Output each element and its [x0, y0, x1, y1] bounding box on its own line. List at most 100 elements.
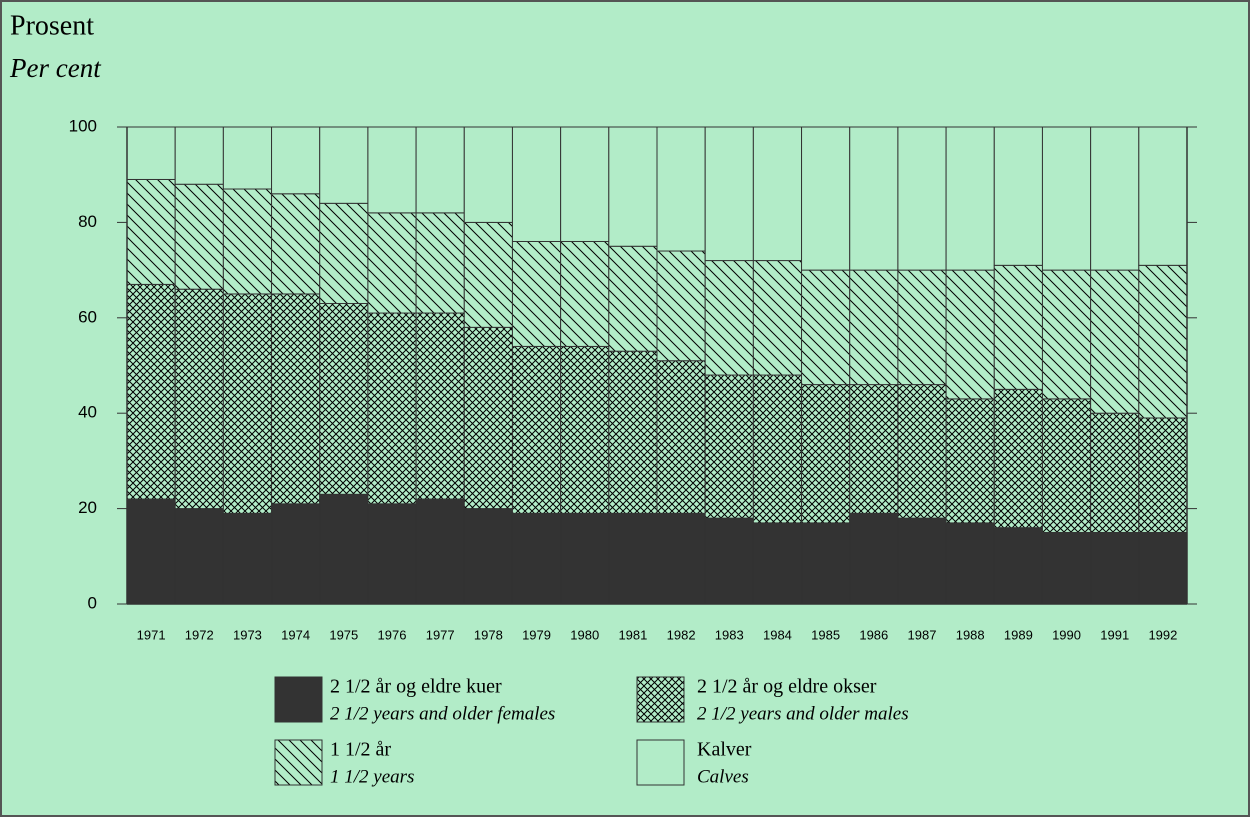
- x-tick-label: 1986: [859, 627, 888, 642]
- legend-label: Kalver: [697, 739, 752, 761]
- x-tick-label: 1982: [667, 627, 696, 642]
- bar-segment: [560, 512, 610, 605]
- bar-segment: [993, 527, 1043, 605]
- legend-label: 2 1/2 år og eldre okser: [697, 676, 877, 698]
- bar-segment: [367, 212, 417, 314]
- x-tick-label: 1972: [185, 627, 214, 642]
- bar-segment: [801, 522, 851, 605]
- bar-segment: [174, 183, 224, 290]
- bar-segment: [608, 350, 658, 514]
- legend-swatch: [274, 676, 323, 723]
- bar-segment: [608, 245, 658, 352]
- bar-segment: [463, 126, 513, 223]
- legend-label-en: Calves: [697, 766, 749, 787]
- bar-segment: [656, 126, 706, 252]
- bar-segment: [126, 126, 176, 180]
- bar-segment: [752, 260, 803, 376]
- bar-segment: [993, 388, 1043, 529]
- bar-segment: [271, 126, 321, 195]
- x-tick-label: 1991: [1100, 627, 1129, 642]
- bar-segment: [1041, 531, 1092, 605]
- bar-segment: [511, 126, 562, 242]
- bar-segment: [656, 360, 706, 514]
- x-tick-label: 1974: [281, 627, 310, 642]
- bar-segment: [1090, 531, 1140, 605]
- bar-segment: [511, 345, 562, 514]
- bar-segment: [849, 384, 899, 514]
- y-axis-title-en: Per cent: [9, 53, 102, 83]
- bar-segment: [897, 269, 947, 386]
- bar-segment: [704, 126, 754, 262]
- bar-segment: [367, 126, 417, 214]
- bar-segment: [511, 512, 562, 605]
- bar-segment: [945, 126, 995, 271]
- x-tick-label: 1985: [811, 627, 840, 642]
- bar-segment: [415, 312, 465, 500]
- bar-segment: [1041, 269, 1092, 400]
- bar-segment: [1041, 126, 1092, 271]
- x-tick-label: 1984: [763, 627, 792, 642]
- y-tick-label: 60: [78, 307, 97, 326]
- bar-segment: [656, 250, 706, 362]
- x-tick-label: 1981: [618, 627, 647, 642]
- bar-segment: [222, 126, 273, 190]
- x-tick-label: 1971: [137, 627, 166, 642]
- bar-segment: [608, 126, 658, 247]
- bar-segment: [319, 126, 369, 204]
- bar-segment: [463, 221, 513, 328]
- y-axis-title: Prosent: [10, 10, 94, 41]
- legend-label-en: 2 1/2 years and older females: [330, 703, 555, 724]
- bar-segment: [752, 522, 803, 605]
- x-tick-label: 1990: [1052, 627, 1081, 642]
- bar-segment: [463, 326, 513, 510]
- bar-segment: [704, 260, 754, 376]
- bar-segment: [560, 126, 610, 242]
- bar-segment: [897, 384, 947, 519]
- bar-segment: [222, 293, 273, 514]
- x-tick-label: 1983: [715, 627, 744, 642]
- bar-segment: [560, 345, 610, 514]
- bar-segment: [222, 512, 273, 605]
- bar-segment: [849, 512, 899, 605]
- bar-segment: [704, 517, 754, 605]
- bar-segment: [1138, 531, 1188, 605]
- legend-swatch: [274, 739, 323, 786]
- bar-segment: [849, 126, 899, 271]
- bar-segment: [511, 240, 562, 347]
- bar-segment: [993, 126, 1043, 266]
- bar-segment: [319, 202, 369, 304]
- bar-segment: [126, 283, 176, 500]
- x-tick-label: 1978: [474, 627, 503, 642]
- bar-segment: [945, 522, 995, 605]
- x-tick-label: 1980: [570, 627, 599, 642]
- bar-segment: [801, 269, 851, 386]
- bar-segment: [1138, 264, 1188, 419]
- bar-segment: [704, 374, 754, 519]
- y-tick-label: 0: [88, 593, 97, 612]
- bar-segment: [367, 503, 417, 605]
- bar-segment: [752, 374, 803, 524]
- bar-segment: [415, 498, 465, 605]
- bar-segment: [656, 512, 706, 605]
- bar-segment: [319, 302, 369, 495]
- bar-segment: [801, 384, 851, 524]
- y-tick-label: 80: [78, 212, 97, 231]
- x-tick-label: 1976: [378, 627, 407, 642]
- bar-segment: [993, 264, 1043, 390]
- bar-segment: [1041, 398, 1092, 533]
- x-tick-label: 1979: [522, 627, 551, 642]
- bar-segment: [174, 126, 224, 185]
- bar-segment: [945, 269, 995, 400]
- bar-segment: [174, 508, 224, 605]
- bar-segment: [319, 493, 369, 605]
- bar-segment: [897, 517, 947, 605]
- x-tick-label: 1988: [956, 627, 985, 642]
- bar-segment: [271, 193, 321, 295]
- bar-segment: [126, 498, 176, 605]
- bar-segment: [608, 512, 658, 605]
- y-tick-label: 40: [78, 403, 97, 422]
- legend-label-en: 1 1/2 years: [330, 766, 414, 787]
- legend-label-en: 2 1/2 years and older males: [697, 703, 909, 724]
- bar-segment: [1090, 126, 1140, 271]
